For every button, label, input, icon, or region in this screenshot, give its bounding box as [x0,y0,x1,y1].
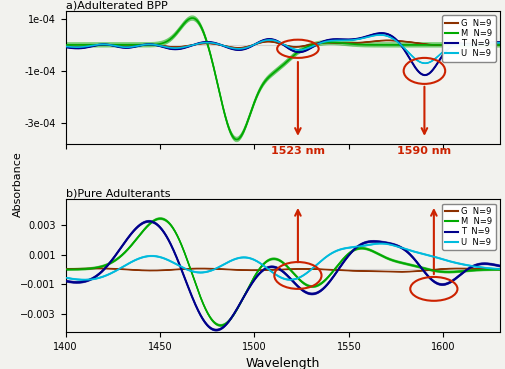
Text: Absorbance: Absorbance [13,152,23,217]
Text: 1523 nm: 1523 nm [271,146,325,156]
X-axis label: Wavelength: Wavelength [245,358,320,369]
Text: b)Pure Adulterants: b)Pure Adulterants [66,189,170,199]
Text: a)Adulterated BPP: a)Adulterated BPP [66,0,167,10]
Text: 1590 nm: 1590 nm [397,146,451,156]
Legend: G  N=9, M  N=9, T  N=9, U  N=9: G N=9, M N=9, T N=9, U N=9 [442,15,496,62]
Legend: G  N=9, M  N=9, T  N=9, U  N=9: G N=9, M N=9, T N=9, U N=9 [442,204,496,250]
